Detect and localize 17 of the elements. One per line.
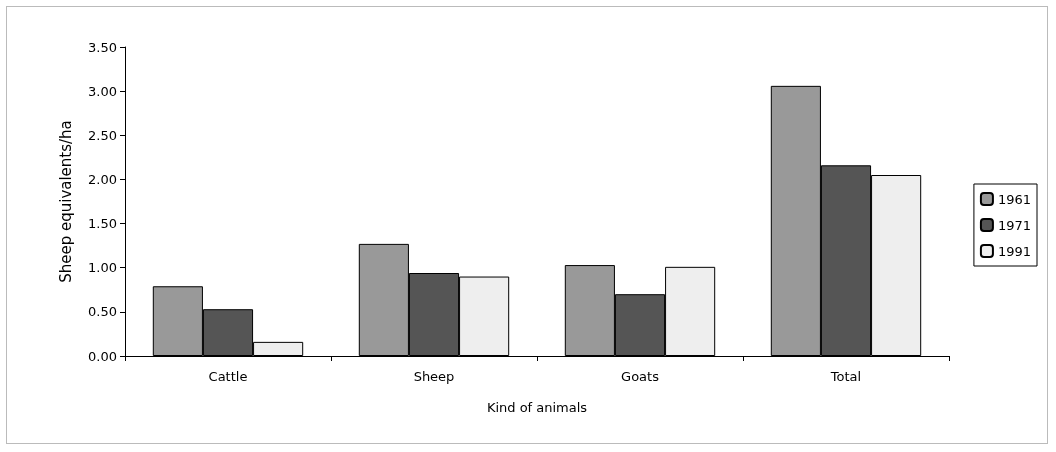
y-tick-label: 0.00 xyxy=(88,348,117,364)
y-tick-label: 2.50 xyxy=(88,127,117,143)
x-tick-label: Total xyxy=(829,369,862,384)
legend-label: 1971 xyxy=(997,217,1032,233)
x-tick-label: Sheep xyxy=(413,369,455,384)
y-axis-title: Sheep equivalents/ha xyxy=(56,120,75,283)
y-tick-label: 0.50 xyxy=(88,304,117,320)
y-tick-label: 3.50 xyxy=(88,39,117,55)
x-tick-label: Cattle xyxy=(208,369,248,384)
y-tick-label: 3.00 xyxy=(88,83,117,99)
y-tick-label: 1.00 xyxy=(88,260,117,276)
x-tick-label: Goats xyxy=(621,369,660,384)
y-tick-label: 1.50 xyxy=(88,216,117,232)
legend-label: 1991 xyxy=(997,243,1032,259)
x-axis-title: Kind of animals xyxy=(486,400,588,415)
legend-label: 1961 xyxy=(997,191,1032,207)
y-tick-label: 2.00 xyxy=(88,171,117,187)
